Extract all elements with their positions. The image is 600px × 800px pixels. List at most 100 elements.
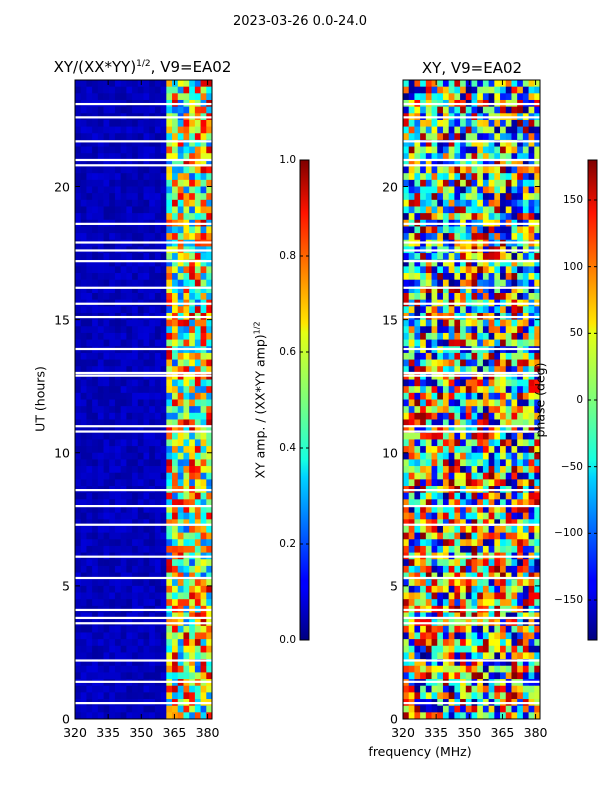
left-heatmap-cell xyxy=(200,392,207,400)
right-heatmap-cell xyxy=(482,659,490,667)
right-heatmap-cell xyxy=(448,652,455,660)
left-heatmap-cell xyxy=(206,93,213,101)
left-heatmap-cell xyxy=(86,612,93,620)
right-heatmap-cell xyxy=(403,166,410,174)
left-heatmap-cell xyxy=(120,572,127,580)
right-ytick-label: 0 xyxy=(390,711,398,727)
left-heatmap-cell xyxy=(126,126,133,134)
left-heatmap-cell xyxy=(166,366,173,374)
left-heatmap-cell xyxy=(109,119,116,127)
right-heatmap-cell xyxy=(465,359,472,367)
left-heatmap-cell xyxy=(194,652,201,660)
left-heatmap-cell xyxy=(109,492,116,500)
right-heatmap-cell xyxy=(403,459,410,467)
left-heatmap-cell xyxy=(137,193,144,201)
left-heatmap-cell xyxy=(137,452,144,460)
right-heatmap-cell xyxy=(488,466,495,474)
left-heatmap-cell xyxy=(75,399,82,407)
right-heatmap-cell xyxy=(431,659,438,667)
right-heatmap-cell xyxy=(517,259,524,267)
left-heatmap-cell xyxy=(177,399,184,407)
left-heatmap-cell xyxy=(189,572,196,580)
right-heatmap-cell xyxy=(425,279,432,287)
left-heatmap-cell xyxy=(143,446,150,454)
right-heatmap-cell xyxy=(454,319,461,327)
right-heatmap-cell xyxy=(494,545,501,553)
right-heatmap-cell xyxy=(505,625,512,633)
left-heatmap-cell xyxy=(154,625,162,633)
left-heatmap-cell xyxy=(149,379,156,387)
right-heatmap-cell xyxy=(482,233,490,241)
right-heatmap-cell xyxy=(437,599,444,607)
right-heatmap-cell xyxy=(522,579,529,587)
right-heatmap-cell xyxy=(403,452,410,460)
left-heatmap-cell xyxy=(109,439,116,447)
right-heatmap-cell xyxy=(437,672,444,680)
left-heatmap-cell xyxy=(172,692,179,700)
left-heatmap-cell xyxy=(194,186,201,194)
right-heatmap-cell xyxy=(522,80,529,88)
right-heatmap-cell xyxy=(500,532,507,540)
right-heatmap-cell xyxy=(471,452,478,460)
left-heatmap-cell xyxy=(109,419,116,427)
left-heatmap-cell xyxy=(166,199,173,207)
right-heatmap-cell xyxy=(460,306,467,314)
right-heatmap-cell xyxy=(448,479,455,487)
right-heatmap-cell xyxy=(465,93,472,101)
left-data-gap xyxy=(75,347,212,351)
right-heatmap-cell xyxy=(414,306,421,314)
left-heatmap-cell xyxy=(149,199,156,207)
right-heatmap-cell xyxy=(471,366,478,374)
right-heatmap-cell xyxy=(488,106,495,114)
left-heatmap-cell xyxy=(206,419,213,427)
right-heatmap-cell xyxy=(403,585,410,593)
left-heatmap-cell xyxy=(177,139,184,147)
right-heatmap-cell xyxy=(488,705,495,713)
left-heatmap-cell xyxy=(183,206,190,214)
left-heatmap-cell xyxy=(80,545,87,553)
right-heatmap-cell xyxy=(534,446,541,454)
right-heatmap-cell xyxy=(414,525,421,534)
left-heatmap-cell xyxy=(80,565,87,573)
left-heatmap-cell xyxy=(132,432,139,440)
right-heatmap-cell xyxy=(431,326,438,334)
right-heatmap-cell xyxy=(460,266,467,274)
right-heatmap-cell xyxy=(425,585,432,593)
left-heatmap-cell xyxy=(137,293,144,301)
left-data-gap xyxy=(75,659,212,662)
right-heatmap-cell xyxy=(465,213,472,221)
right-heatmap-cell xyxy=(511,86,518,94)
right-heatmap-cell xyxy=(414,446,421,454)
right-heatmap-cell xyxy=(454,379,461,387)
right-heatmap-cell xyxy=(482,379,490,387)
left-heatmap-cell xyxy=(177,419,184,427)
left-heatmap-cell xyxy=(154,199,162,207)
right-heatmap-cell xyxy=(517,572,524,580)
right-heatmap-cell xyxy=(431,499,438,507)
right-heatmap-cell xyxy=(454,359,461,367)
left-heatmap-cell xyxy=(120,439,127,447)
left-heatmap-cell xyxy=(120,612,127,620)
right-heatmap-cell xyxy=(488,446,495,454)
left-heatmap-cell xyxy=(143,319,150,327)
right-heatmap-cell xyxy=(534,193,541,201)
right-heatmap-cell xyxy=(494,332,501,340)
right-heatmap-cell xyxy=(448,559,455,567)
right-heatmap-cell xyxy=(454,645,461,653)
right-heatmap-cell xyxy=(511,146,518,154)
right-heatmap-cell xyxy=(517,106,524,114)
right-heatmap-cell xyxy=(505,326,512,334)
left-heatmap-cell xyxy=(160,659,167,667)
right-heatmap-cell xyxy=(437,293,444,301)
left-heatmap-cell xyxy=(132,166,139,174)
right-heatmap-cell xyxy=(448,439,455,447)
left-colorbar-tick-label: 0.0 xyxy=(279,634,296,646)
left-heatmap-cell xyxy=(172,645,179,653)
right-heatmap-cell xyxy=(431,253,438,261)
right-heatmap-cell xyxy=(500,379,507,387)
left-heatmap-cell xyxy=(172,106,179,114)
left-heatmap-cell xyxy=(92,339,99,347)
right-colorbar-tick-label: 150 xyxy=(562,194,583,206)
right-heatmap-cell xyxy=(431,585,438,593)
left-heatmap-cell xyxy=(183,692,190,700)
